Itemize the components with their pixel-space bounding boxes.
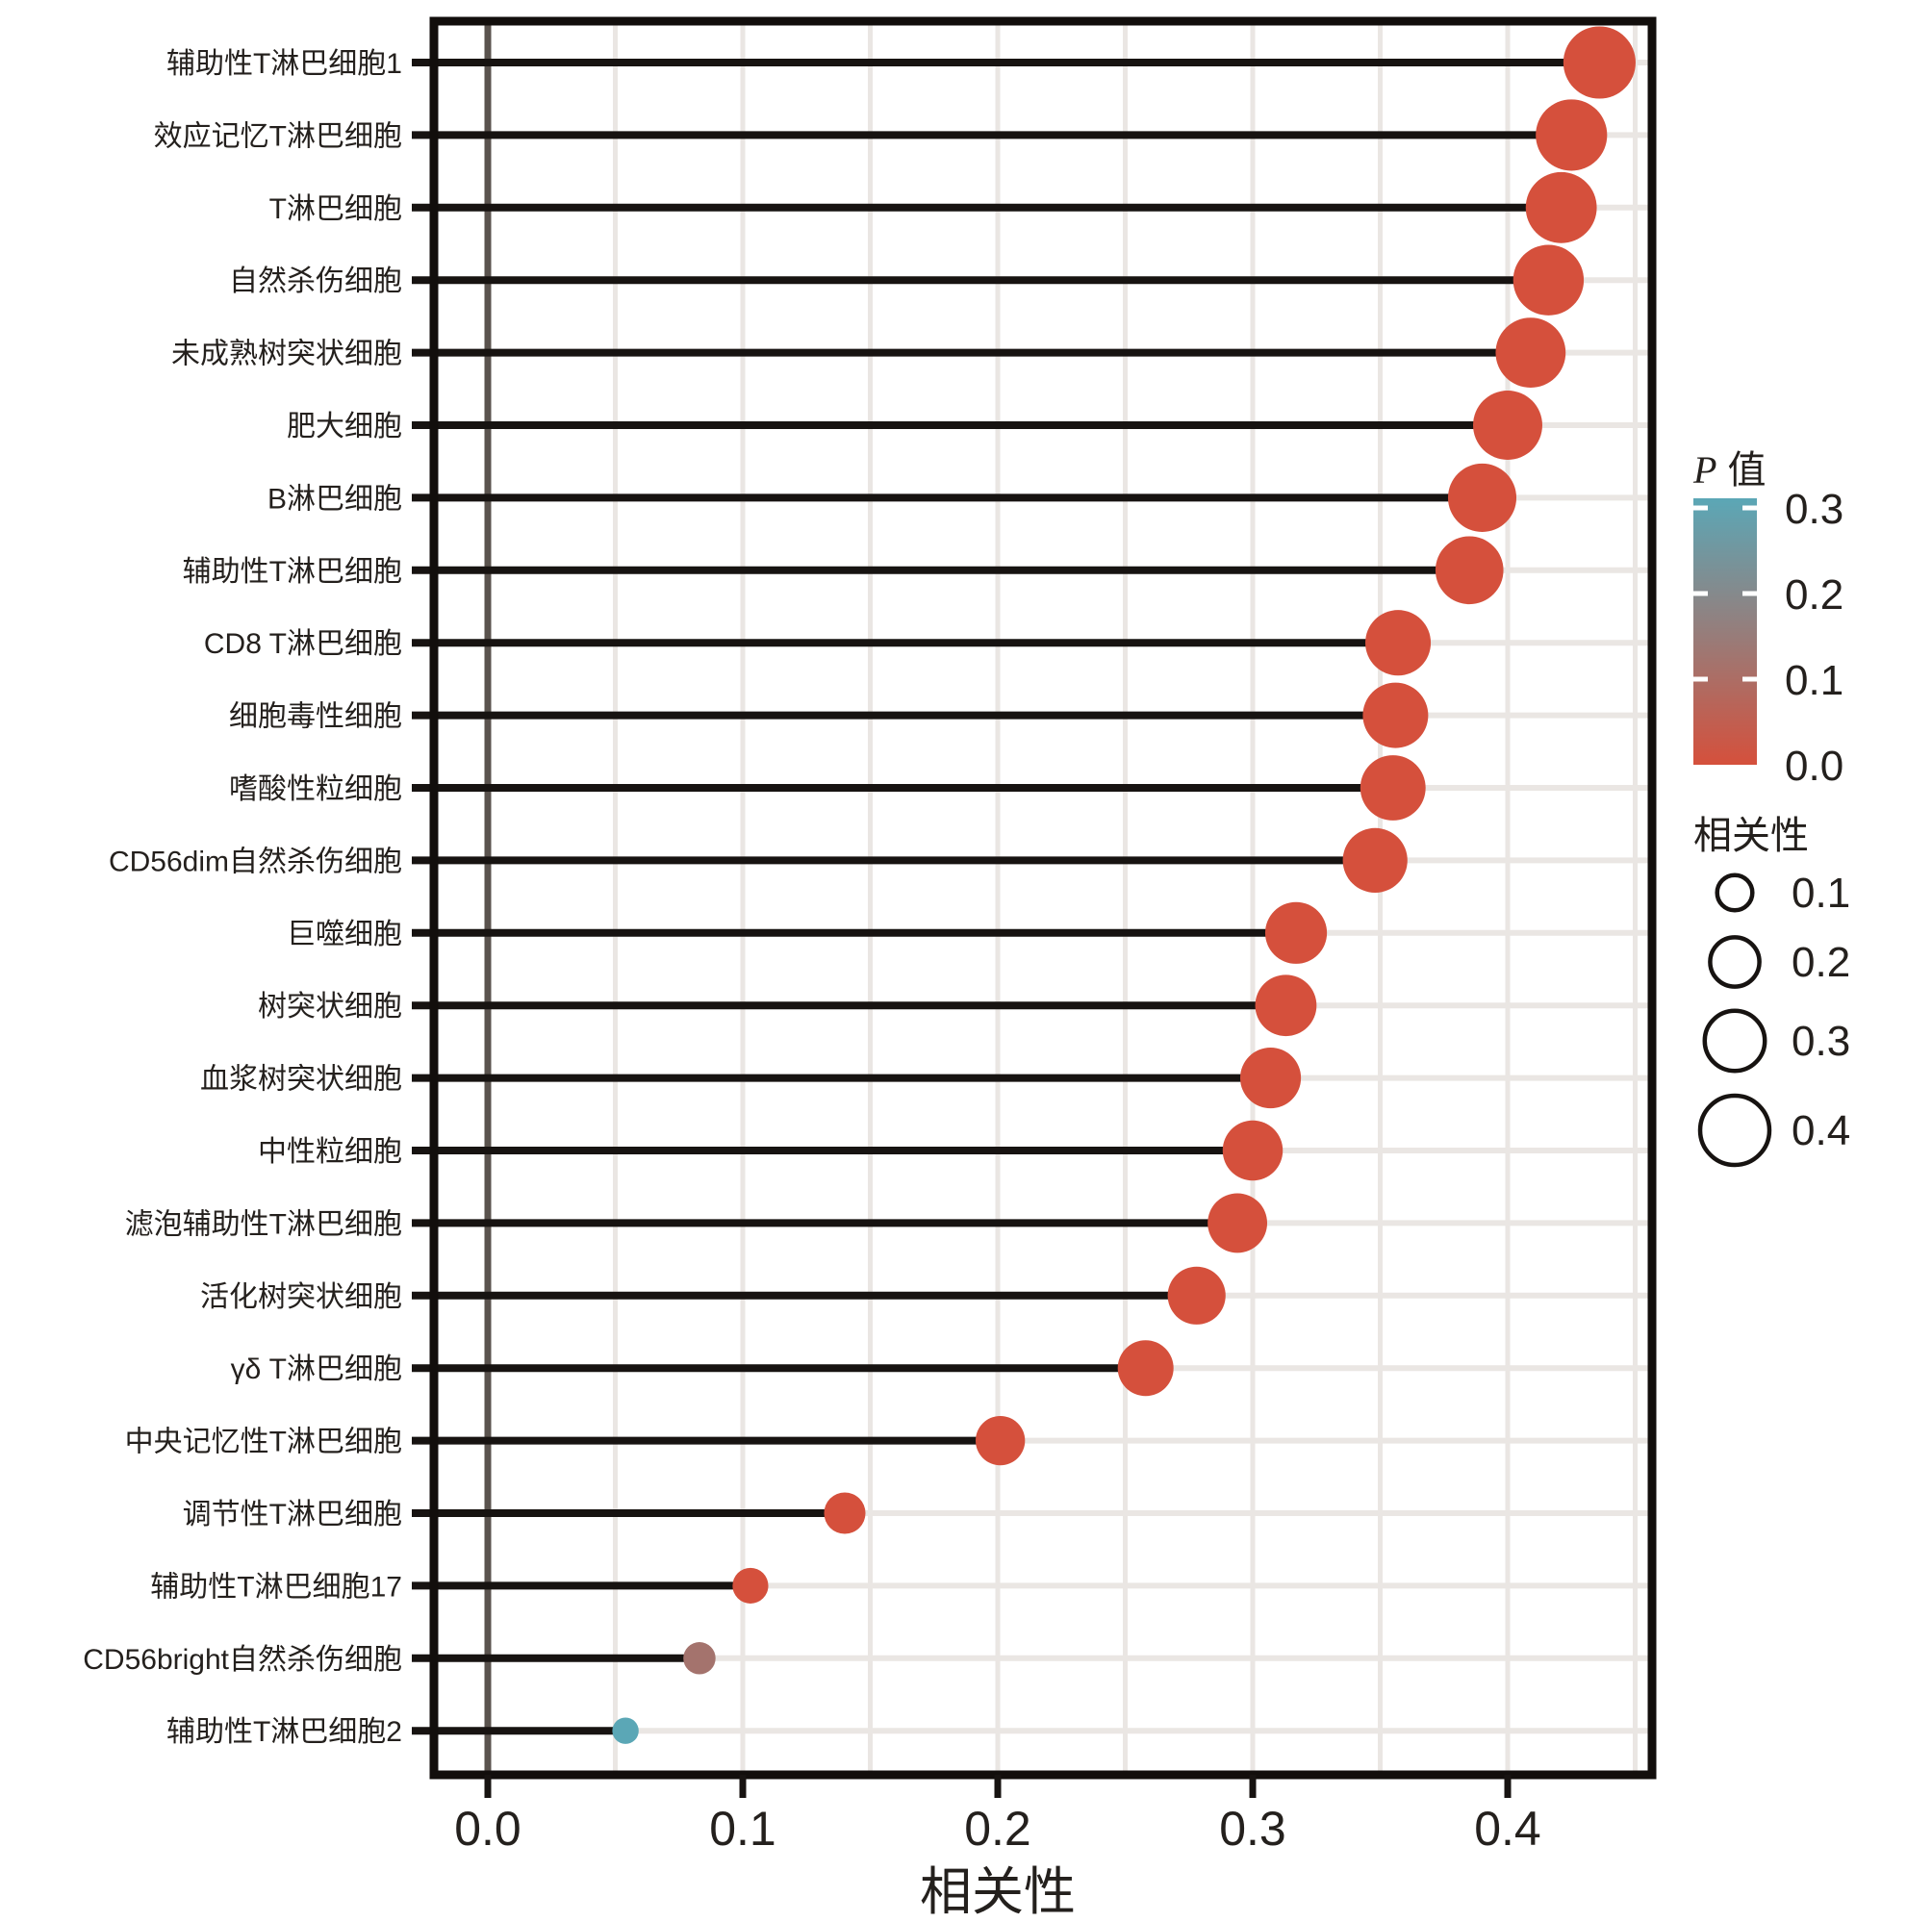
data-point: [1264, 901, 1328, 964]
y-tick-label: γδ T淋巴细胞: [231, 1353, 402, 1385]
colorbar-notch-right: [1742, 505, 1757, 511]
data-point: [1167, 1266, 1226, 1325]
y-tick-label: CD56bright自然杀伤细胞: [83, 1644, 402, 1676]
y-tick-label: T淋巴细胞: [269, 193, 402, 225]
colorbar-notch-right: [1742, 676, 1757, 682]
x-axis-title: 相关性: [920, 1863, 1076, 1921]
x-tick-label: 0.4: [1474, 1802, 1541, 1856]
size-legend-label: 0.1: [1792, 870, 1850, 917]
data-point: [1447, 463, 1517, 532]
y-tick-label: 滤泡辅助性T淋巴细胞: [125, 1208, 402, 1240]
data-point: [1255, 974, 1317, 1037]
size-legend-label: 0.2: [1792, 939, 1850, 986]
data-point: [1360, 755, 1426, 821]
p-legend-title-italic: P: [1692, 448, 1716, 492]
x-tick-label: 0.1: [709, 1802, 776, 1856]
y-tick-label: CD56dim自然杀伤细胞: [109, 846, 402, 877]
size-legend-circle: [1708, 935, 1762, 989]
stems-group: [412, 59, 1600, 1735]
y-tick-label: 肥大细胞: [287, 411, 402, 443]
size-legend-circle: [1702, 1008, 1767, 1074]
y-tick-label: 调节性T淋巴细胞: [183, 1499, 402, 1530]
y-tick-label: 细胞毒性细胞: [229, 701, 402, 733]
y-tick-label: 中性粒细胞: [258, 1136, 402, 1168]
colorbar-notch-left: [1693, 591, 1708, 596]
data-point: [1525, 171, 1597, 243]
data-point: [1208, 1193, 1268, 1253]
y-tick-label: 活化树突状细胞: [200, 1281, 402, 1313]
data-point: [1513, 244, 1585, 316]
colorbar-notch-right: [1742, 591, 1757, 596]
data-point: [1536, 99, 1608, 171]
data-point: [1495, 317, 1566, 388]
x-tick-label: 0.3: [1219, 1802, 1286, 1856]
y-tick-label: 辅助性T淋巴细胞1: [166, 48, 402, 80]
data-point: [612, 1717, 639, 1744]
y-tick-label: 辅助性T淋巴细胞2: [166, 1716, 402, 1748]
y-tick-label: 血浆树突状细胞: [200, 1064, 402, 1096]
data-point: [1117, 1340, 1174, 1397]
colorbar-labels: 0.3 0.2 0.1 0.0: [1785, 486, 1843, 790]
data-point: [1563, 26, 1636, 99]
data-point: [732, 1567, 769, 1604]
y-tick-label: 自然杀伤细胞: [229, 266, 402, 297]
x-axis-group: 0.0 0.1 0.2 0.3 0.4: [454, 1775, 1541, 1856]
size-legend-label: 0.4: [1792, 1107, 1850, 1154]
y-tick-label: 效应记忆T淋巴细胞: [154, 120, 402, 152]
colorbar-tick-label: 0.2: [1785, 571, 1843, 619]
colorbar-ticks: [1693, 505, 1757, 682]
p-value-colorbar: [1693, 498, 1757, 765]
y-tick-label: 辅助性T淋巴细胞17: [150, 1571, 402, 1603]
y-tick-label: 中央记忆性T淋巴细胞: [125, 1427, 402, 1458]
p-legend-title-cjk: 值: [1716, 449, 1766, 492]
data-point: [975, 1415, 1026, 1466]
y-tick-label: B淋巴细胞: [267, 483, 402, 515]
size-legend: 相关性 0.1 0.2 0.3 0.4: [1693, 815, 1850, 1168]
y-tick-label: 辅助性T淋巴细胞: [183, 556, 402, 588]
colorbar-tick-label: 0.3: [1785, 486, 1843, 533]
data-point: [1473, 391, 1542, 460]
colorbar-tick-label: 0.0: [1785, 743, 1843, 790]
size-legend-circle: [1715, 872, 1755, 913]
y-tick-label: 嗜酸性粒细胞: [229, 773, 402, 805]
data-point: [824, 1492, 866, 1534]
colorbar-notch-left: [1693, 505, 1708, 511]
x-tick-label: 0.2: [964, 1802, 1031, 1856]
data-point: [1362, 682, 1429, 748]
p-value-legend-title: P 值: [1692, 448, 1767, 492]
data-point: [1222, 1120, 1284, 1181]
size-legend-label: 0.3: [1792, 1018, 1850, 1065]
data-point: [1342, 827, 1408, 893]
data-point: [683, 1642, 716, 1675]
p-value-legend: P 值 0.3 0.2 0.1 0.0: [1692, 448, 1843, 790]
y-axis-labels-group: 辅助性T淋巴细胞1 效应记忆T淋巴细胞 T淋巴细胞自然杀伤细胞未成熟树突状细胞肥大细…: [83, 48, 402, 1748]
x-tick-label: 0.0: [454, 1802, 521, 1856]
y-tick-label: 树突状细胞: [258, 991, 402, 1023]
data-point: [1239, 1048, 1302, 1109]
colorbar-tick-label: 0.1: [1785, 657, 1843, 704]
data-points-group: [612, 26, 1636, 1744]
y-tick-label: 未成熟树突状细胞: [171, 339, 402, 370]
y-tick-label: 巨噬细胞: [287, 919, 402, 950]
colorbar-notch-left: [1693, 676, 1708, 682]
size-legend-circle: [1697, 1093, 1772, 1168]
size-legend-title: 相关性: [1693, 815, 1809, 857]
panel-border: [429, 16, 1657, 1780]
data-point: [1365, 610, 1432, 676]
size-legend-items: 0.1 0.2 0.3 0.4: [1697, 870, 1850, 1168]
y-tick-label: CD8 T淋巴细胞: [204, 628, 402, 660]
data-point: [1435, 536, 1504, 605]
